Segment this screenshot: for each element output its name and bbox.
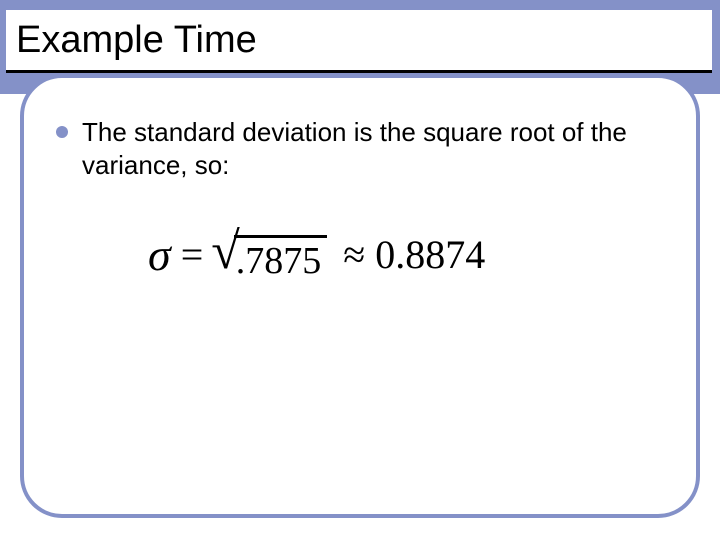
approx-sign: ≈ <box>343 231 365 278</box>
radicand: .7875 <box>234 235 328 280</box>
title-box: Example Time <box>6 10 712 70</box>
equals-sign: = <box>181 231 204 278</box>
slide-title: Example Time <box>16 19 257 62</box>
bullet-item: The standard deviation is the square roo… <box>56 116 666 181</box>
bullet-icon <box>56 126 68 138</box>
equation: σ = √ .7875 ≈ 0.8874 <box>148 222 568 286</box>
bullet-text: The standard deviation is the square roo… <box>82 116 666 181</box>
title-underline <box>6 70 712 73</box>
sqrt-group: √ .7875 <box>211 226 327 282</box>
sigma-symbol: σ <box>148 228 171 281</box>
equation-result: 0.8874 <box>375 231 485 278</box>
